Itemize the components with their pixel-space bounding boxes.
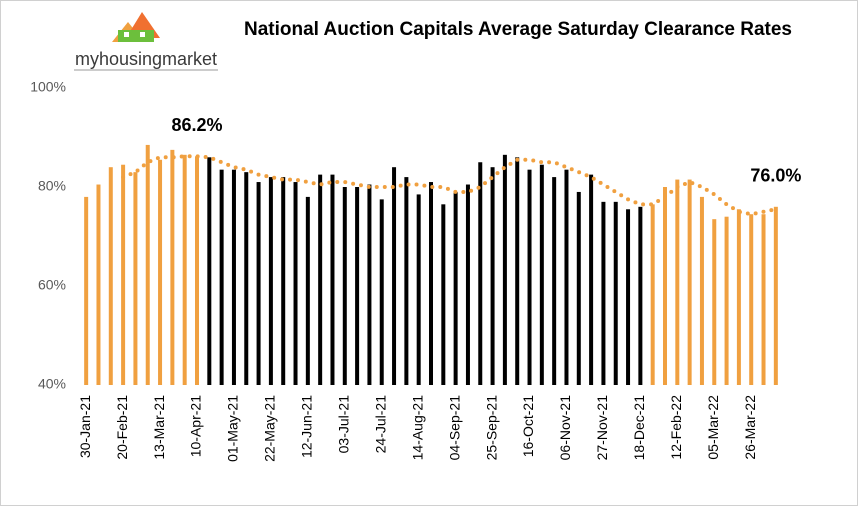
x-tick-label: 22-May-21 — [262, 395, 278, 462]
x-tick-label: 20-Feb-21 — [114, 395, 130, 460]
bar — [441, 204, 446, 385]
x-tick-label: 18-Dec-21 — [631, 395, 647, 461]
bar — [195, 156, 199, 385]
x-tick-label: 10-Apr-21 — [188, 395, 204, 457]
bar — [392, 167, 397, 385]
x-tick-label: 12-Jun-21 — [299, 395, 315, 458]
x-tick-label: 27-Nov-21 — [594, 395, 610, 461]
x-tick-label: 16-Oct-21 — [520, 395, 536, 457]
x-tick-label: 05-Mar-22 — [705, 395, 721, 460]
bar — [145, 144, 150, 385]
bar — [256, 182, 261, 385]
bar — [268, 177, 273, 385]
bar — [539, 164, 544, 385]
bar — [589, 174, 594, 385]
bar — [367, 184, 372, 385]
bar — [712, 219, 717, 385]
bar — [219, 169, 224, 385]
bar — [576, 191, 581, 385]
bar — [564, 169, 569, 385]
y-tick-label: 80% — [38, 178, 66, 194]
bar — [379, 199, 384, 385]
bar — [724, 216, 729, 385]
bar — [158, 159, 163, 385]
chart-title: National Auction Capitals Average Saturd… — [244, 19, 792, 40]
bar — [108, 167, 113, 385]
bar — [305, 196, 310, 385]
bar — [96, 184, 101, 385]
x-tick-label: 04-Sep-21 — [446, 395, 462, 461]
bar — [293, 182, 298, 385]
trend-line — [121, 154, 778, 217]
x-tick-label: 26-Mar-22 — [742, 395, 758, 460]
bar — [355, 187, 360, 385]
bar — [699, 196, 704, 385]
bar — [663, 187, 667, 385]
bar — [490, 167, 495, 385]
bar — [281, 177, 286, 385]
bar — [133, 172, 138, 385]
bar — [761, 214, 766, 385]
bar — [121, 164, 126, 385]
bar — [453, 191, 458, 385]
x-tick-label: 25-Sep-21 — [483, 395, 499, 461]
bar — [429, 182, 433, 385]
bar — [170, 149, 175, 385]
bar — [601, 201, 606, 385]
bar — [416, 194, 421, 385]
bar — [613, 201, 618, 385]
bar — [244, 172, 249, 385]
x-tick-label: 03-Jul-21 — [335, 395, 351, 454]
bar — [465, 184, 470, 385]
value-label: 86.2% — [171, 115, 222, 135]
x-tick-label: 24-Jul-21 — [372, 395, 388, 454]
x-tick-label: 01-May-21 — [225, 395, 241, 462]
bar — [478, 162, 483, 385]
x-tick-label: 12-Feb-22 — [668, 395, 684, 460]
bar — [182, 154, 187, 385]
bar — [231, 169, 236, 385]
y-tick-label: 40% — [38, 376, 66, 392]
bar — [502, 154, 507, 385]
x-tick-label: 14-Aug-21 — [409, 395, 425, 461]
x-tick-label: 06-Nov-21 — [557, 395, 573, 461]
bar — [207, 157, 212, 385]
bar — [515, 157, 520, 385]
bar — [342, 187, 347, 385]
bar — [675, 179, 680, 385]
y-tick-label: 100% — [30, 79, 66, 95]
bar — [650, 204, 655, 385]
bar — [736, 209, 741, 385]
bar — [773, 206, 778, 385]
y-tick-label: 60% — [38, 277, 66, 293]
value-label: 76.0% — [750, 166, 801, 186]
bar — [527, 169, 532, 385]
bar — [638, 206, 643, 385]
bar — [84, 196, 89, 385]
x-tick-label: 30-Jan-21 — [77, 395, 93, 458]
logo-icon — [112, 12, 160, 42]
logo-text: myhousingmarket — [75, 49, 217, 69]
bar — [318, 174, 323, 385]
bar — [330, 174, 335, 385]
bar — [404, 177, 409, 385]
bar — [749, 214, 754, 385]
bar — [552, 177, 557, 385]
bar — [626, 209, 631, 385]
x-tick-label: 13-Mar-21 — [151, 395, 167, 460]
bar — [687, 179, 692, 385]
